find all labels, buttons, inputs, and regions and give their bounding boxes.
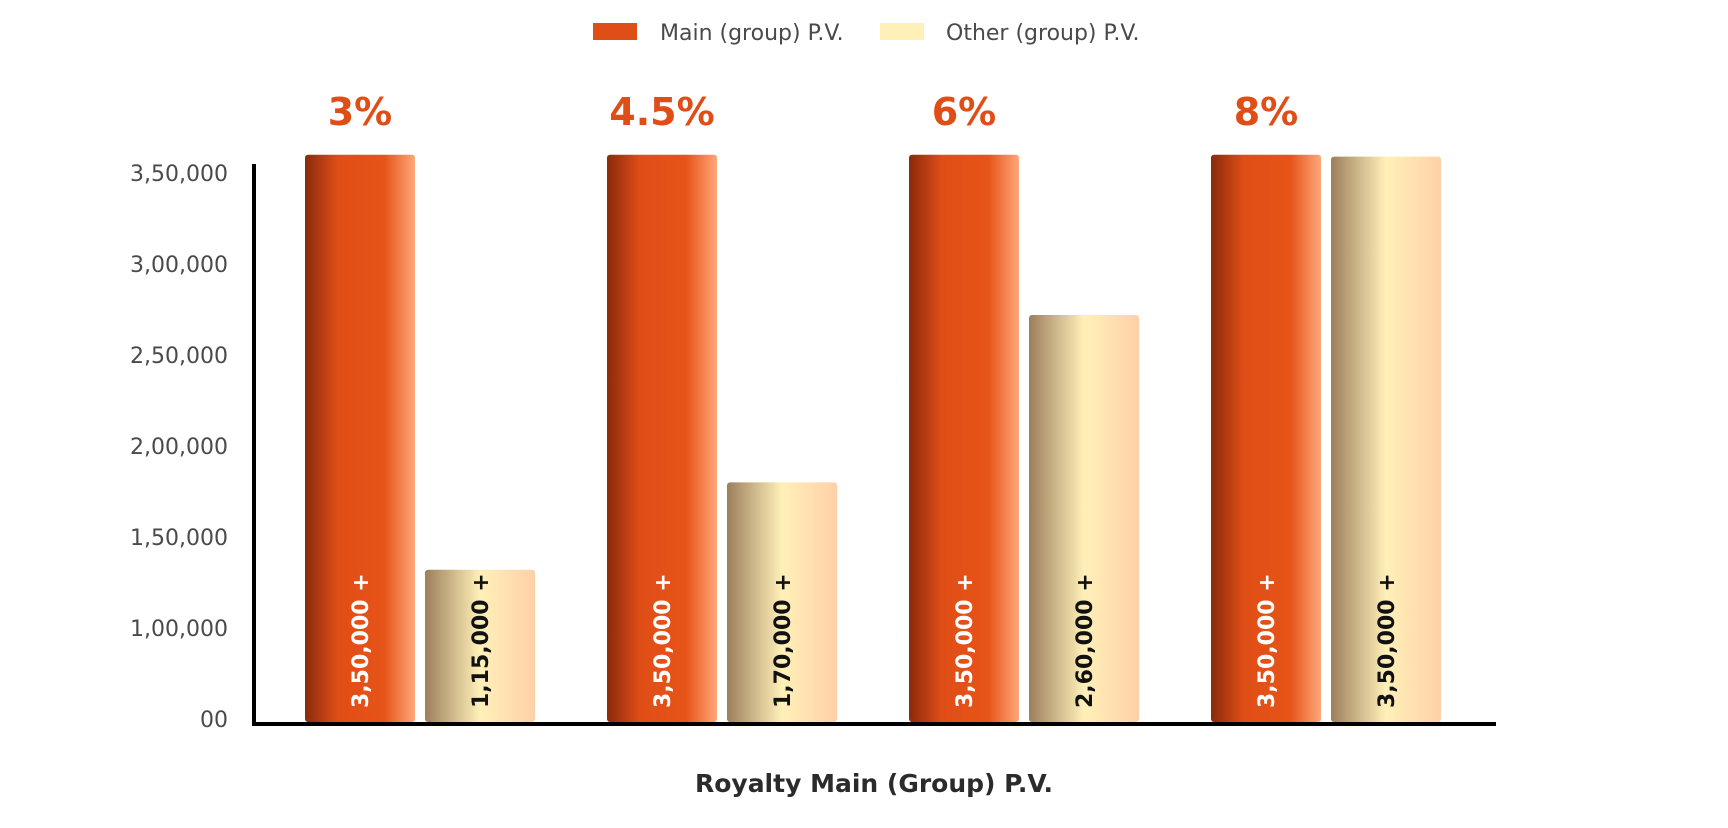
- bar-label-main: 3,50,000 +: [349, 573, 374, 708]
- bar-main: [909, 154, 1019, 723]
- y-tick-label: 3,50,000: [130, 162, 228, 187]
- category-label: 4.5%: [609, 90, 714, 134]
- legend: Main (group) P.V. Other (group) P.V.: [593, 21, 1140, 46]
- y-tick-label: 00: [200, 708, 228, 733]
- bar-label-other: 1,15,000 +: [469, 573, 494, 708]
- y-tick-label: 1,50,000: [130, 526, 228, 551]
- bar-other: [727, 482, 837, 722]
- category-label: 6%: [932, 90, 997, 134]
- category-labels: 3% 4.5% 6% 8%: [328, 90, 1299, 134]
- legend-swatch-main: [593, 23, 637, 40]
- bar-label-main: 3,50,000 +: [953, 573, 978, 708]
- y-tick-label: 2,00,000: [130, 435, 228, 460]
- bar-other: [425, 569, 535, 722]
- bar-label-other: 1,70,000 +: [771, 573, 796, 708]
- y-tick-label: 3,00,000: [130, 253, 228, 278]
- bar-other: [1029, 314, 1139, 722]
- legend-label-other: Other (group) P.V.: [946, 21, 1140, 46]
- y-tick-label: 1,00,000: [130, 617, 228, 642]
- bar-main: [607, 154, 717, 723]
- bar-other: [1331, 156, 1441, 722]
- bar-label-main: 3,50,000 +: [1255, 573, 1280, 708]
- bar-main: [305, 154, 415, 723]
- bar-label-other: 3,50,000 +: [1375, 573, 1400, 708]
- legend-swatch-other: [880, 23, 924, 40]
- axes: [252, 164, 1496, 726]
- bars: 3,50,000 + 1,15,000 + 3,50,000 + 1,70,000 +…: [305, 154, 1441, 723]
- category-label: 3%: [328, 90, 393, 134]
- bar-main: [1211, 154, 1321, 723]
- category-label: 8%: [1234, 90, 1299, 134]
- y-tick-labels: 00 1,00,000 1,50,000 2,00,000 2,50,000 3,00,0…: [130, 162, 228, 733]
- bar-label-main: 3,50,000 +: [651, 573, 676, 708]
- y-tick-label: 2,50,000: [130, 344, 228, 369]
- x-axis-label: Royalty Main (Group) P.V.: [695, 769, 1053, 798]
- bar-label-other: 2,60,000 +: [1073, 573, 1098, 708]
- legend-label-main: Main (group) P.V.: [660, 21, 844, 46]
